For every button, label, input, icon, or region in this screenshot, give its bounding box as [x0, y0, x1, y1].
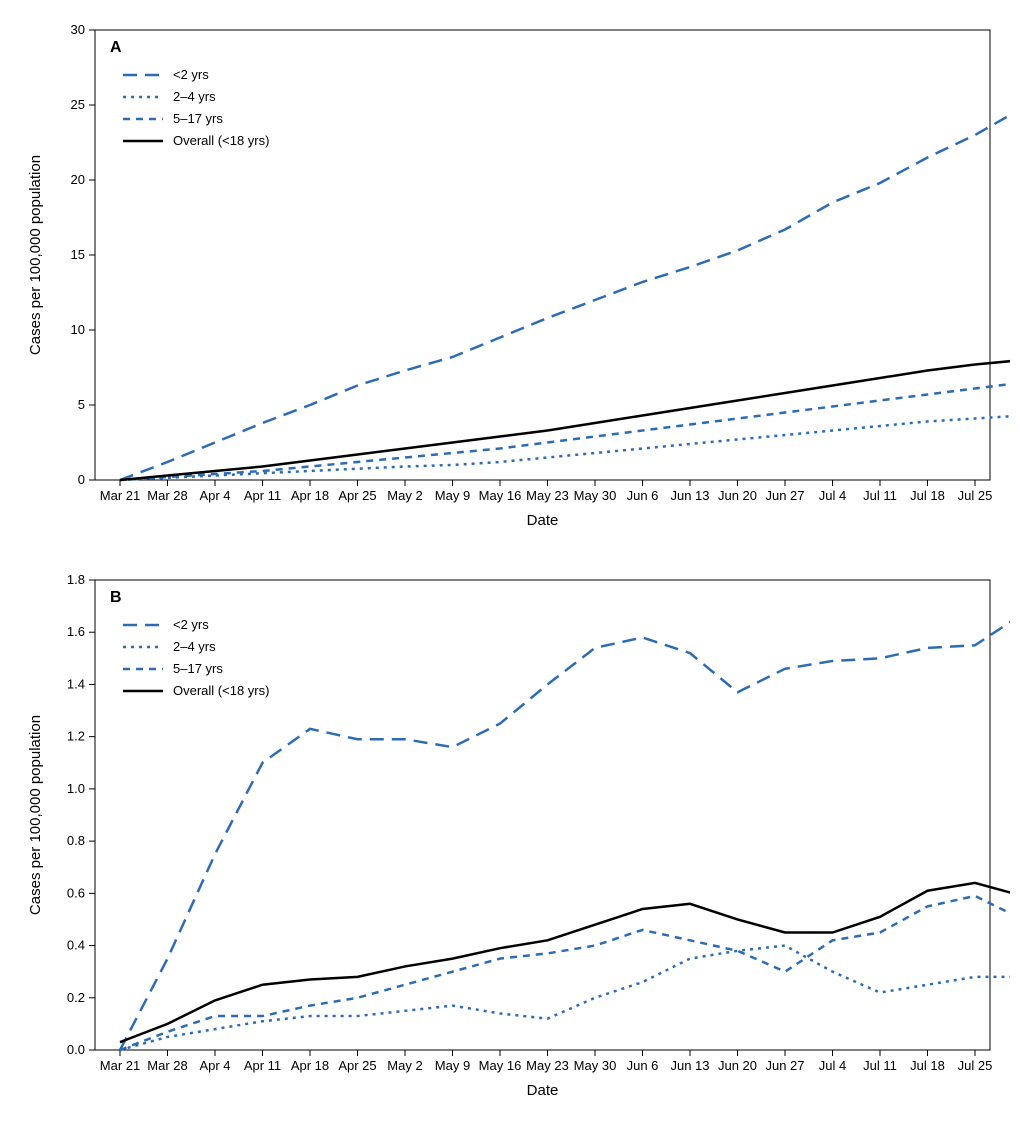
- x-tick-label: Mar 21: [100, 488, 140, 503]
- x-tick-label: Mar 28: [147, 1058, 187, 1073]
- x-tick-label: Jun 27: [765, 488, 804, 503]
- y-axis-label: Cases per 100,000 population: [27, 715, 44, 915]
- x-tick-label: Jun 13: [670, 488, 709, 503]
- x-tick-label: Apr 18: [291, 488, 329, 503]
- y-tick-label: 1.2: [67, 729, 85, 744]
- x-tick-label: May 9: [435, 488, 470, 503]
- x-tick-label: Mar 28: [147, 488, 187, 503]
- legend-label: <2 yrs: [173, 617, 209, 632]
- x-tick-label: Jul 11: [863, 488, 897, 503]
- legend-label: 2–4 yrs: [173, 639, 216, 654]
- x-tick-label: Jun 6: [627, 488, 659, 503]
- x-tick-label: Apr 11: [244, 1058, 281, 1073]
- x-tick-label: Jul 4: [819, 1058, 846, 1073]
- x-tick-label: Jul 25: [958, 1058, 993, 1073]
- legend-label: 2–4 yrs: [173, 89, 216, 104]
- y-tick-label: 1.8: [67, 572, 85, 587]
- panel-a: A 0 5 10 15 20 25 30 Mar 21 Mar 28 Apr 4 Apr 11 Apr …: [10, 10, 1010, 540]
- x-tick-label: Apr 25: [338, 1058, 376, 1073]
- legend-label: Overall (<18 yrs): [173, 133, 269, 148]
- x-axis-label: Date: [527, 512, 559, 529]
- y-tick-label: 1.6: [67, 624, 85, 639]
- y-tick-label: 0.2: [67, 990, 85, 1005]
- x-tick-label: Jul 11: [863, 1058, 897, 1073]
- legend-label: <2 yrs: [173, 67, 209, 82]
- chart-svg-a: A 0 5 10 15 20 25 30 Mar 21 Mar 28 Apr 4 Apr 11 Apr …: [10, 10, 1010, 540]
- x-tick-label: Jun 20: [718, 488, 757, 503]
- x-tick-label: Jun 13: [670, 1058, 709, 1073]
- chart-figure: A 0 5 10 15 20 25 30 Mar 21 Mar 28 Apr 4 Apr 11 Apr …: [10, 10, 1010, 1110]
- chart-svg-b: B 0.0 0.2 0.4 0.6 0.8 1.0 1.2 1.4 1.6 1.8 Mar 21 Mar…: [10, 560, 1010, 1110]
- y-tick-label: 20: [71, 172, 85, 187]
- legend-label: Overall (<18 yrs): [173, 683, 269, 698]
- x-tick-label: Jun 20: [718, 1058, 757, 1073]
- x-tick-label: May 2: [387, 1058, 422, 1073]
- x-tick-label: Apr 11: [244, 488, 281, 503]
- y-tick-label: 25: [71, 97, 85, 112]
- legend-label: 5–17 yrs: [173, 661, 223, 676]
- y-axis-label: Cases per 100,000 population: [27, 155, 44, 355]
- x-tick-label: Jul 18: [910, 488, 945, 503]
- x-tick-label: Apr 18: [291, 1058, 329, 1073]
- legend-label: 5–17 yrs: [173, 111, 223, 126]
- x-tick-label: Apr 25: [338, 488, 376, 503]
- x-tick-label: Mar 21: [100, 1058, 140, 1073]
- x-tick-label: Jun 6: [627, 1058, 659, 1073]
- x-tick-label: Jul 18: [910, 1058, 945, 1073]
- x-tick-label: May 23: [526, 1058, 569, 1073]
- y-tick-label: 0.8: [67, 833, 85, 848]
- panel-label: A: [110, 39, 122, 56]
- x-tick-label: Jul 25: [958, 488, 993, 503]
- x-tick-label: May 16: [479, 1058, 522, 1073]
- panel-label: B: [110, 589, 122, 606]
- x-tick-label: May 16: [479, 488, 522, 503]
- x-tick-label: May 23: [526, 488, 569, 503]
- y-tick-label: 0: [78, 472, 85, 487]
- y-tick-label: 10: [71, 322, 85, 337]
- x-tick-label: Apr 4: [199, 1058, 230, 1073]
- y-tick-label: 15: [71, 247, 85, 262]
- x-tick-label: Jul 4: [819, 488, 846, 503]
- x-tick-label: Jun 27: [765, 1058, 804, 1073]
- x-tick-label: May 30: [574, 1058, 617, 1073]
- x-tick-label: May 9: [435, 1058, 470, 1073]
- panel-b: B 0.0 0.2 0.4 0.6 0.8 1.0 1.2 1.4 1.6 1.8 Mar 21 Mar…: [10, 560, 1010, 1110]
- y-tick-label: 1.4: [67, 676, 85, 691]
- x-tick-label: May 30: [574, 488, 617, 503]
- y-tick-label: 0.0: [67, 1042, 85, 1057]
- y-tick-label: 0.6: [67, 885, 85, 900]
- y-tick-label: 0.4: [67, 938, 85, 953]
- y-tick-label: 1.0: [67, 781, 85, 796]
- x-axis-label: Date: [527, 1082, 559, 1099]
- x-tick-label: May 2: [387, 488, 422, 503]
- y-tick-label: 5: [78, 397, 85, 412]
- y-tick-label: 30: [71, 22, 85, 37]
- x-tick-label: Apr 4: [199, 488, 230, 503]
